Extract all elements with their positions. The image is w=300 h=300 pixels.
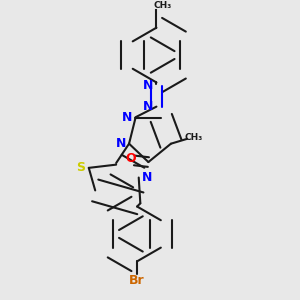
Text: Br: Br [129,274,145,286]
Text: N: N [142,171,152,184]
Text: O: O [125,152,136,165]
Text: S: S [76,161,85,174]
Text: N: N [122,111,133,124]
Text: CH₃: CH₃ [184,133,202,142]
Text: N: N [143,79,154,92]
Text: N: N [116,137,126,150]
Text: N: N [143,100,154,113]
Text: CH₃: CH₃ [154,1,172,10]
